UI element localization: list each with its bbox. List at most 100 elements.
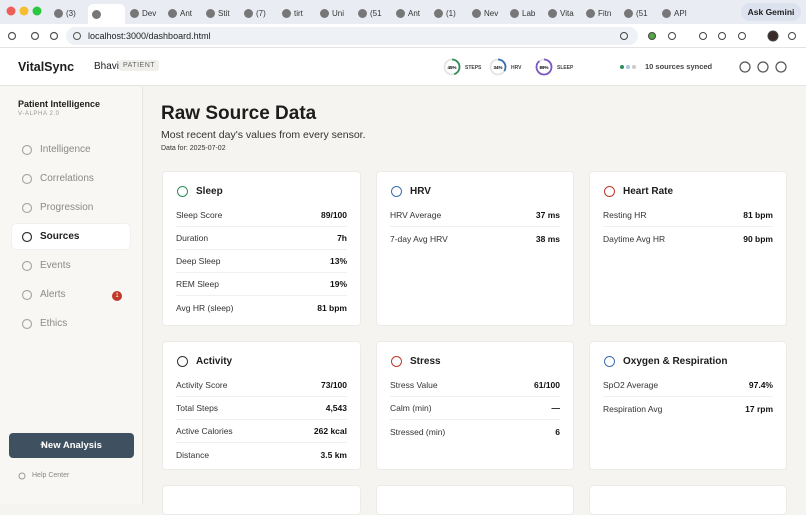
row-value: 19% xyxy=(329,279,347,289)
tab-icon xyxy=(320,8,329,18)
nav-label: Ethics xyxy=(40,318,68,329)
tab[interactable]: Nev xyxy=(468,4,505,22)
row-label: Resting HR xyxy=(603,210,647,220)
data-row: Total Steps 4,543 xyxy=(176,397,347,420)
source-card: HRV HRV Average 37 ms 7-day Avg HRV 38 ms xyxy=(376,171,574,326)
nav-icon xyxy=(30,31,40,41)
card-title: Heart Rate xyxy=(623,186,674,197)
nav-icon xyxy=(49,31,59,41)
address-bar[interactable] xyxy=(66,27,638,45)
nav-item[interactable]: Sources xyxy=(12,224,130,249)
card-icon xyxy=(604,186,615,197)
tab-icon xyxy=(358,8,367,18)
data-row: Sleep Score 89/100 xyxy=(176,204,347,227)
brand: VitalSync xyxy=(18,60,75,74)
tab[interactable]: Ant xyxy=(392,4,429,22)
tab-icon xyxy=(434,8,443,18)
tab-title: Uni xyxy=(332,8,345,18)
header-icon xyxy=(775,61,787,73)
data-row: Calm (min) — xyxy=(390,397,560,420)
nav-label: Alerts xyxy=(40,289,66,300)
tab[interactable]: tirt xyxy=(278,4,315,22)
toolbar-icon xyxy=(738,32,746,40)
data-row: Respiration Avg 17 rpm xyxy=(603,397,773,420)
tab[interactable]: Uni xyxy=(316,4,353,22)
card-icon xyxy=(391,186,402,197)
tab-title: Fitn xyxy=(598,8,612,18)
row-value: 13% xyxy=(329,256,347,266)
nav-item[interactable]: Events xyxy=(12,253,130,278)
tab-icon xyxy=(396,8,405,18)
tab[interactable] xyxy=(88,4,125,24)
row-value: 90 bpm xyxy=(743,233,773,244)
tab-title: (3) xyxy=(66,8,76,18)
tab[interactable]: (51 xyxy=(620,4,657,22)
nav-item[interactable]: Intelligence xyxy=(12,137,130,162)
nav-item[interactable]: Correlations xyxy=(12,166,130,191)
new-analysis-button[interactable]: New Analysis xyxy=(9,433,134,458)
row-value: 89/100 xyxy=(321,210,347,220)
nav-label: Correlations xyxy=(40,173,94,184)
tab-icon xyxy=(130,8,139,18)
header-icon xyxy=(739,61,751,73)
row-label: Duration xyxy=(176,233,209,243)
data-row: SpO2 Average 97.4% xyxy=(603,374,773,397)
tab[interactable]: Stit xyxy=(202,4,239,22)
plus: + xyxy=(40,440,46,451)
row-value: 38 ms xyxy=(535,233,560,244)
card-title: Stress xyxy=(410,356,441,367)
ring-progress xyxy=(535,58,553,76)
tab-icon xyxy=(472,8,481,18)
tab[interactable]: (3) xyxy=(50,4,87,22)
nav-item[interactable]: Progression xyxy=(12,195,130,220)
gemini-button[interactable]: Ask Gemini xyxy=(741,3,801,21)
nav-icon xyxy=(7,31,17,41)
row-label: REM Sleep xyxy=(176,279,219,289)
data-row: Duration 7h xyxy=(176,227,347,250)
ring-progress xyxy=(443,58,461,76)
tab[interactable]: (1) xyxy=(430,4,467,22)
page-subtitle: Most recent day's values from every sens… xyxy=(161,129,366,141)
tab[interactable]: Dev xyxy=(126,4,163,22)
tab[interactable]: API xyxy=(658,4,695,22)
tab-title: (1) xyxy=(446,8,456,18)
nav-item[interactable]: Ethics xyxy=(12,311,130,336)
card-icon xyxy=(391,356,402,367)
nav-label: Events xyxy=(40,260,71,271)
overlay: 45% STEPS 34% HRV 89% SLEEP + xyxy=(6,6,796,480)
nav-icon xyxy=(21,318,33,330)
tab-icon xyxy=(244,8,253,18)
data-row: Active Calories 262 kcal xyxy=(176,420,347,443)
row-label: Calm (min) xyxy=(390,403,432,413)
card-title: HRV xyxy=(410,186,431,197)
tab-title: tirt xyxy=(294,8,303,18)
source-card: Heart Rate Resting HR 81 bpm Daytime Avg HR… xyxy=(589,171,787,326)
toolbar-icon xyxy=(620,32,628,40)
tab-icon xyxy=(168,8,177,18)
help-link[interactable]: Help Center xyxy=(32,472,70,479)
data-row: Stressed (min) 6 xyxy=(390,420,560,443)
toolbar-icon xyxy=(718,32,726,40)
nav-item[interactable]: Alerts xyxy=(12,282,130,307)
tab[interactable]: Vita xyxy=(544,4,581,22)
tab[interactable]: Fitn xyxy=(582,4,619,22)
tab[interactable]: (51 xyxy=(354,4,391,22)
data-row: Daytime Avg HR 90 bpm xyxy=(603,227,773,250)
tab[interactable]: (7) xyxy=(240,4,277,22)
tab-icon xyxy=(206,8,215,18)
tab-title: (51 xyxy=(636,8,648,18)
user-name: Bhavika xyxy=(94,61,130,72)
row-label: Daytime Avg HR xyxy=(603,233,666,244)
row-value: — xyxy=(551,403,561,413)
card-title: Activity xyxy=(196,356,233,367)
tab[interactable]: Ant xyxy=(164,4,201,22)
row-value: 17 rpm xyxy=(745,403,773,414)
toolbar-icon xyxy=(699,32,707,40)
tab[interactable]: Lab xyxy=(506,4,543,22)
tab-icon xyxy=(54,8,63,18)
row-value: 73/100 xyxy=(321,380,347,390)
row-label: Active Calories xyxy=(176,426,233,436)
data-row: Resting HR 81 bpm xyxy=(603,204,773,227)
row-label: Sleep Score xyxy=(176,210,223,220)
